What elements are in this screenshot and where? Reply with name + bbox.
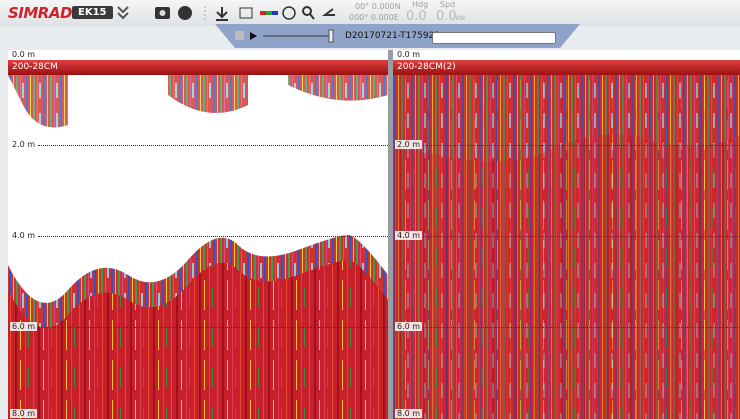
depth-label: 2.0 m — [395, 140, 423, 149]
channel-name: 200-28CM — [12, 62, 58, 72]
lat-hemisphere: N — [394, 2, 401, 11]
depth-label: 6.0 m — [395, 322, 423, 331]
channel-name: 200-28CM(2) — [397, 62, 456, 72]
speed-unit: kts — [456, 15, 465, 22]
range-start: 0.0 m — [395, 50, 423, 59]
echogram-panel: 200-28CM(2) 0.0 m 2.0 m 4.0 m 6.0 m 8.0 … — [393, 50, 740, 419]
toolbar-icons[interactable] — [115, 3, 350, 23]
depth-label: 8.0 m — [10, 409, 38, 418]
heading: 0.0 — [406, 9, 427, 24]
depth-line — [38, 145, 388, 146]
lon: 000° 0.000 — [349, 13, 394, 22]
range-start: 0.0 m — [10, 50, 38, 59]
model: EK15 — [72, 6, 113, 19]
heading-label: Hdg — [412, 0, 429, 9]
longitude: 000° 0.000E — [349, 13, 399, 22]
brand: SIMRAD — [8, 4, 72, 22]
depth-label: 8.0 m — [395, 409, 423, 418]
echogram — [393, 75, 740, 419]
file-name: D20170721-T175922 — [345, 31, 441, 41]
depth-line — [423, 236, 740, 237]
depth-line — [423, 145, 740, 146]
channel-header — [8, 60, 388, 75]
depth-line — [423, 327, 740, 328]
depth-line — [38, 236, 388, 237]
speed: 0.0 — [436, 9, 457, 24]
depth-label: 2.0 m — [10, 140, 38, 149]
lat: 00° 0.000 — [355, 2, 395, 11]
speed-label: Spd — [440, 0, 456, 9]
echogram — [8, 75, 388, 419]
depth-label: 6.0 m — [10, 322, 38, 331]
splitter[interactable] — [388, 50, 393, 419]
depth-label: 4.0 m — [395, 231, 423, 240]
toolbar: SIMRAD EK15 00° 0.000N 000° 0.000E Hdg 0… — [0, 0, 740, 26]
depth-label: 4.0 m — [10, 231, 38, 240]
progress-box[interactable] — [432, 32, 556, 44]
depth-line — [38, 327, 388, 328]
echogram-panel: 200-28CM 0.0 m 2.0 m 4.0 m 6.0 m 8.0 m — [8, 50, 388, 419]
latitude: 00° 0.000N — [355, 2, 401, 11]
lon-hemisphere: E — [393, 13, 399, 22]
channel-header — [393, 60, 740, 75]
